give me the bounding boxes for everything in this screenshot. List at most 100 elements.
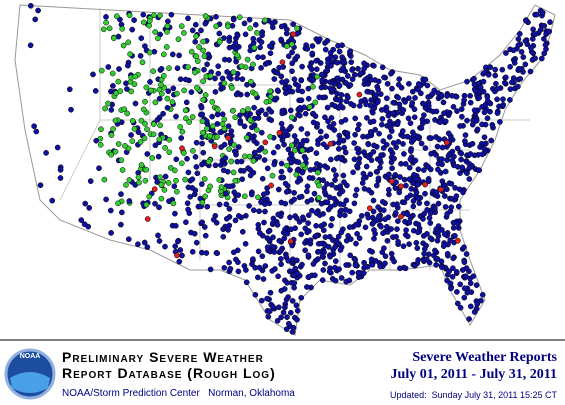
report-dot [439,161,445,168]
report-dot [400,107,407,113]
report-dot [263,111,269,118]
report-dot [522,17,529,24]
report-dot [471,107,478,114]
report-dot [343,98,350,105]
report-dot [380,207,387,214]
report-dot [348,101,354,107]
report-dot [492,72,499,79]
report-dot [244,56,251,63]
report-dot [371,235,377,242]
report-dot [322,114,328,121]
report-dot [305,212,312,219]
report-dot [128,132,134,138]
report-dot [392,210,399,216]
report-dot [289,68,295,75]
report-dot [253,127,260,133]
report-dot [315,248,322,255]
report-dot [165,18,171,25]
report-dot [126,12,133,19]
report-dot [235,268,242,275]
report-dot [398,213,404,220]
report-dot [287,107,294,114]
report-dot [435,233,442,239]
report-dot [234,52,241,59]
report-dot [144,126,150,133]
report-dot [131,126,138,132]
report-dot [290,21,297,28]
report-dot [493,80,499,87]
report-dot [449,157,456,164]
report-dot [381,74,387,81]
report-dot [410,198,417,204]
report-dot [294,53,301,60]
report-dot [450,103,457,110]
report-dot [277,247,284,254]
report-dot [387,125,394,131]
report-dot [175,36,182,43]
report-dot [269,24,276,31]
report-dot [355,126,361,133]
report-dot [228,128,235,134]
report-dot [332,177,338,183]
report-dot [152,29,159,35]
report-dot [322,234,329,240]
report-dot [385,112,392,119]
report-dot [461,244,467,251]
report-dot [358,213,365,219]
report-dot [389,85,395,92]
report-dot [187,193,194,200]
report-dot [281,141,287,148]
report-dot [243,267,249,273]
report-dot [304,188,310,195]
report-dot [177,76,184,83]
report-dot [479,291,486,298]
report-dot [395,139,402,145]
report-dot [183,115,189,122]
report-dot [367,171,374,178]
report-dot [270,149,277,156]
report-dot [313,150,320,156]
report-dot [242,153,248,160]
report-dot [163,44,170,50]
report-dot [341,179,347,185]
report-dot [405,115,412,122]
report-dot [305,252,312,259]
report-dot [312,99,319,106]
report-dot [184,155,190,162]
report-dot [35,7,41,14]
report-dot [256,154,263,160]
report-dot [444,277,450,284]
report-dot [243,134,250,141]
report-dot [354,230,360,237]
report-dot [452,232,458,239]
report-dot [432,117,438,123]
report-dot [457,123,463,129]
report-dot [146,49,153,56]
report-dot [320,141,327,148]
report-dot [243,112,250,118]
report-dot [146,18,153,24]
report-dot [202,20,209,27]
report-dot [320,267,327,273]
report-dot [355,65,361,72]
report-dot [324,104,331,111]
report-dot [291,133,298,139]
report-dot [313,232,320,239]
report-dot [248,191,255,198]
report-dot [226,205,233,212]
report-dot [388,178,395,185]
report-dot [252,91,259,98]
report-dot [211,143,218,150]
report-dot [233,256,239,263]
report-dot [278,160,285,167]
report-dot [422,181,428,188]
report-dot [138,162,145,168]
report-dot [463,251,470,257]
report-dot [246,203,252,209]
report-dot [209,123,216,129]
report-dot [368,129,375,136]
report-dot [93,137,100,144]
report-dot [204,125,210,132]
report-dot [378,152,384,158]
